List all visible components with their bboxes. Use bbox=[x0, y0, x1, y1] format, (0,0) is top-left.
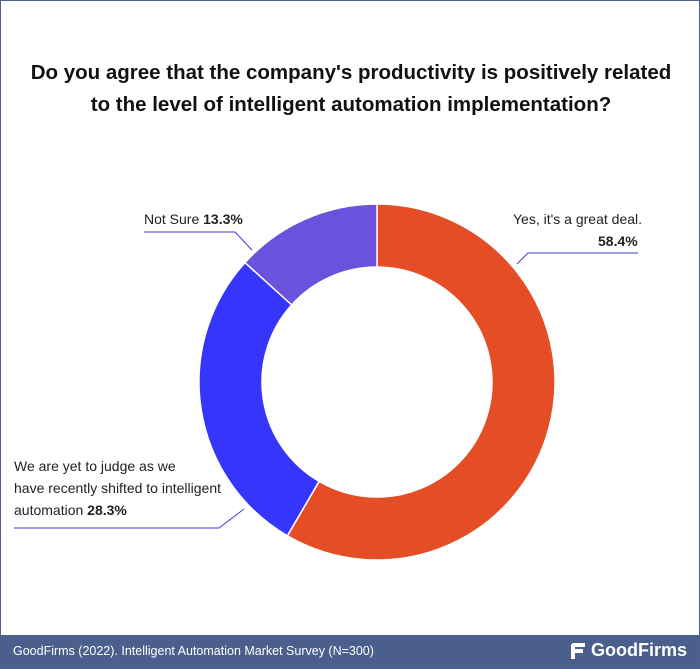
slice-label-judge-line-3-text: automation bbox=[14, 502, 84, 518]
chart-title-line-1: Do you agree that the company's producti… bbox=[30, 61, 672, 84]
donut-chart bbox=[14, 203, 638, 561]
leader-line-judge bbox=[14, 508, 245, 529]
slice-value-not-sure-text: 13.3% bbox=[203, 211, 243, 227]
donut-slice-yes bbox=[286, 203, 556, 561]
slice-value-yes: 58.4% bbox=[598, 230, 638, 252]
leader-line-yes bbox=[516, 252, 638, 265]
slice-label-not-sure: Not Sure 13.3% bbox=[144, 208, 243, 230]
brand-name: GoodFirms bbox=[590, 640, 687, 660]
slice-label-judge-line-1: We are yet to judge as we bbox=[14, 458, 176, 474]
brand-logo: GoodFirms bbox=[570, 640, 687, 661]
donut-slice-judge bbox=[198, 261, 321, 537]
chart-title-line-2: to the level of intelligent automation i… bbox=[90, 93, 612, 116]
slice-value-judge-text: 28.3% bbox=[87, 502, 127, 518]
source-text: GoodFirms (2022). Intelligent Automation… bbox=[13, 644, 374, 658]
footer-bar: GoodFirms (2022). Intelligent Automation… bbox=[1, 635, 699, 668]
slice-label-yes-text: Yes, it's a great deal. bbox=[513, 211, 643, 227]
slice-label-judge-line-3: automation 28.3% bbox=[14, 499, 221, 521]
leader-lines bbox=[14, 231, 638, 529]
donut-slice-not-sure bbox=[243, 203, 378, 306]
goodfirms-logo-icon bbox=[570, 642, 585, 659]
slice-label-not-sure-text: Not Sure bbox=[144, 211, 200, 227]
donut-slices bbox=[198, 203, 556, 561]
slice-value-yes-text: 58.4% bbox=[598, 233, 638, 249]
leader-line-not-sure bbox=[144, 231, 253, 251]
slice-label-yes: Yes, it's a great deal. bbox=[513, 208, 642, 230]
slice-label-judge-line-2: have recently shifted to intelligent bbox=[14, 480, 222, 496]
chart-title: Do you agree that the company's producti… bbox=[21, 57, 681, 121]
slice-label-judge: We are yet to judge as we have recently … bbox=[14, 455, 221, 521]
